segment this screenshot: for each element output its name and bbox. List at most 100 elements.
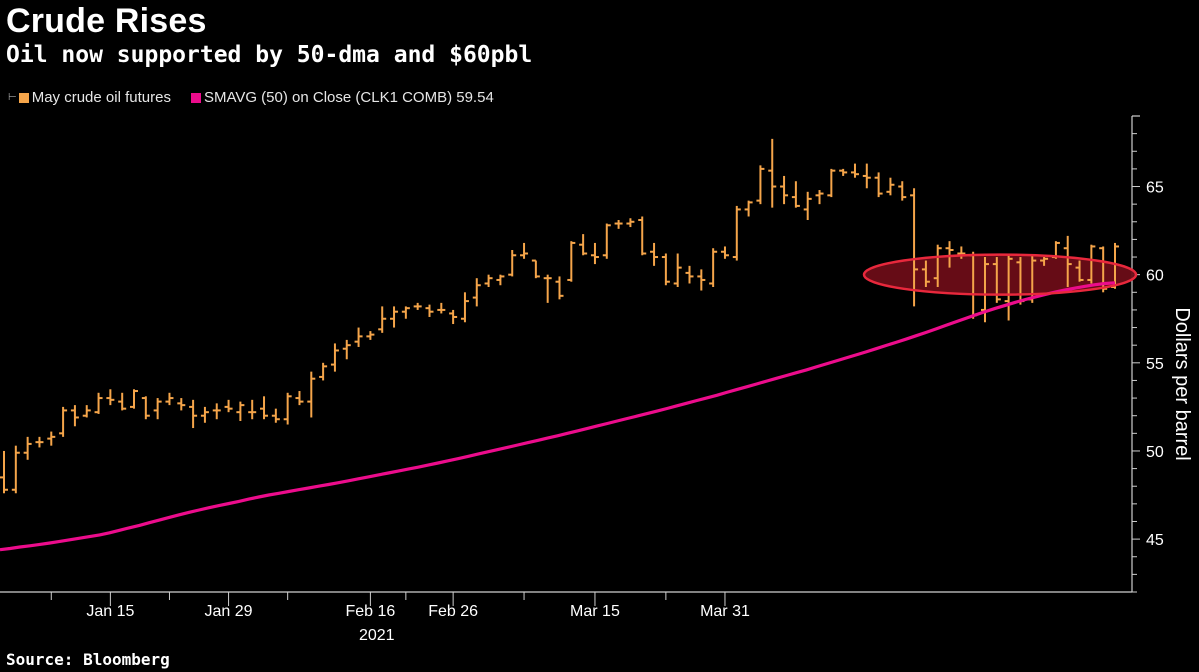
ohlc-bar [484, 274, 493, 288]
ohlc-bar [70, 405, 79, 427]
ohlc-bar [626, 218, 635, 228]
x-tick-label: Mar 15 [570, 603, 620, 620]
ohlc-bar [390, 306, 399, 328]
ohlc-bar [401, 306, 410, 319]
x-tick-label: Feb 26 [428, 603, 478, 620]
ohlc-bar [709, 248, 718, 288]
legend-item-futures: ⊢ May crude oil futures [8, 89, 171, 106]
ohlc-bar [567, 241, 576, 282]
ohlc-bar [720, 246, 729, 259]
y-tick-label: 45 [1146, 532, 1164, 549]
ohlc-bar [638, 216, 647, 256]
ohlc-bar [472, 278, 481, 307]
x-tick-label: Jan 15 [86, 603, 134, 620]
ohlc-bar [1040, 257, 1049, 266]
ohlc-bar [685, 265, 694, 284]
y-tick-label: 50 [1146, 444, 1164, 461]
ohlc-bar [413, 302, 422, 310]
ohlc-bar [933, 244, 942, 288]
legend-item-sma: SMAVG (50) on Close (CLK1 COMB) 59.54 [190, 89, 494, 106]
x-tick-label: Jan 29 [205, 603, 253, 620]
ohlc-bar [224, 399, 233, 413]
ohlc-bar [330, 343, 339, 372]
ohlc-bar [118, 392, 127, 411]
ohlc-bar [862, 163, 871, 189]
x-tick-label: Feb 16 [345, 603, 395, 620]
ohlc-bar [496, 274, 505, 286]
highlight-outline [862, 253, 1138, 296]
ohlc-bar [437, 302, 446, 314]
ohlc-bar [260, 396, 269, 420]
ohlc-bar [945, 241, 954, 268]
ohlc-bar [874, 172, 883, 198]
sma-series [0, 281, 1116, 552]
sma-swatch [190, 92, 201, 103]
y-tick-label: 60 [1146, 268, 1164, 285]
legend: ⊢ May crude oil futures SMAVG (50) on Cl… [8, 89, 510, 106]
ohlc-bar [957, 246, 966, 259]
ohlc-bar [850, 163, 859, 178]
ohlc-bar [342, 339, 351, 360]
axes: 45 50 55 60 65 Dollars per barrel Jan 15 Jan 29… [0, 115, 1193, 644]
ohlc-bar [0, 450, 8, 494]
source-note: Source: Bloomberg [6, 650, 170, 669]
legend-label-sma: SMAVG (50) on Close (CLK1 COMB) 59.54 [203, 89, 494, 106]
chart-subtitle: Oil now supported by 50-dma and $60pbl [6, 42, 533, 68]
ohlc-bar [815, 190, 824, 205]
ohlc-bar [295, 391, 304, 406]
ohlc-series [0, 138, 1119, 494]
ohlc-bar [1075, 260, 1084, 282]
ohlc-bar [141, 396, 150, 420]
ohlc-bar [165, 392, 174, 406]
ohlc-bar [319, 362, 328, 381]
ohlc-bar [827, 168, 836, 198]
ohlc-bar-icon: ⊢ [8, 92, 17, 103]
ohlc-bar [35, 436, 44, 448]
ohlc-bar [47, 431, 56, 446]
ohlc-bar [449, 309, 458, 325]
ohlc-bar [579, 234, 588, 256]
ohlc-bar [248, 399, 257, 420]
ohlc-bar [59, 406, 68, 437]
ohlc-bar [354, 327, 363, 347]
ohlc-bar [1004, 255, 1013, 321]
ohlc-bar [271, 408, 280, 423]
ohlc-bar [898, 181, 907, 201]
ohlc-bar [555, 276, 564, 300]
ohlc-bar [378, 306, 387, 333]
ohlc-bar [744, 200, 753, 217]
ohlc-bar [697, 269, 706, 291]
legend-label-futures: May crude oil futures [31, 89, 171, 106]
ohlc-bar [130, 389, 139, 409]
ohlc-bar [921, 260, 930, 288]
ohlc-bar [1063, 235, 1072, 288]
ohlc-bar [520, 242, 529, 259]
ohlc-bar [673, 253, 682, 288]
ohlc-bar [756, 165, 765, 205]
ohlc-bar [94, 392, 103, 414]
futures-swatch [18, 92, 29, 103]
ohlc-bar [543, 274, 552, 303]
sma-line [0, 281, 1116, 552]
ohlc-bar [106, 389, 115, 406]
ohlc-bar [366, 331, 375, 340]
ohlc-bar [910, 188, 919, 307]
ohlc-bar [602, 223, 611, 259]
highlight-stroke [862, 253, 1138, 296]
ohlc-bar [425, 304, 434, 317]
ohlc-bar [307, 371, 316, 418]
x-year-label: 2021 [359, 627, 395, 644]
ohlc-bar [780, 175, 789, 205]
ohlc-bar [177, 398, 186, 411]
ohlc-bar [11, 445, 20, 494]
ohlc-bar [886, 177, 895, 196]
x-tick-label: Mar 31 [700, 603, 750, 620]
ohlc-bar [189, 399, 198, 429]
ohlc-bar [614, 220, 623, 229]
ohlc-bar [791, 181, 800, 208]
ohlc-bar [236, 401, 245, 421]
ohlc-bar [82, 405, 91, 418]
ohlc-bar [153, 398, 162, 420]
ohlc-bar [1087, 244, 1096, 284]
